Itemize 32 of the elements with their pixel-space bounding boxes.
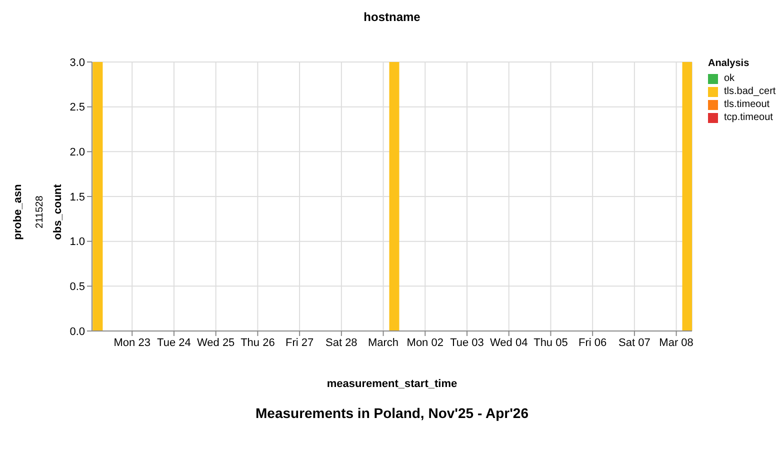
x-tick-label: Fri 06: [578, 336, 607, 349]
x-tick-label: Mon 23: [114, 336, 150, 349]
x-tick-label: Fri 27: [285, 336, 314, 349]
y-tick-label: 3.0: [70, 56, 85, 69]
x-tick-label: Wed 25: [196, 336, 235, 349]
y-axis-title: obs_count: [52, 184, 64, 240]
legend-title: Analysis: [708, 58, 750, 69]
x-tick-label: Thu 05: [534, 336, 568, 349]
y-tick-label: 2.0: [70, 146, 85, 159]
x-tick-label: Thu 26: [240, 336, 275, 349]
x-tick-label: Sat 28: [326, 336, 358, 349]
x-tick-label: Sat 07: [618, 336, 650, 349]
y-tick-label: 1.0: [70, 236, 85, 248]
text: probe_asn: [12, 184, 24, 240]
x-tick-label: Tue 24: [157, 336, 191, 349]
y-tick-label: 2.5: [70, 102, 85, 114]
x-tick-label: Mar 08: [659, 336, 694, 349]
y-tick-label: 1.5: [70, 191, 85, 204]
text: 211528: [34, 195, 46, 228]
y-tick-label: 0.5: [70, 281, 85, 294]
text: hostname: [362, 10, 422, 24]
legend-label: tcp.timeout: [724, 112, 773, 123]
x-tick-label: Wed 04: [490, 336, 528, 349]
x-axis-title: measurement_start_time: [326, 378, 458, 390]
x-tick-label: Mon 02: [406, 336, 444, 349]
y-tick-label: 0.0: [70, 326, 85, 338]
x-tick-label: March: [368, 336, 399, 349]
text: Measurements in Poland, Nov'25 - Apr'26: [254, 405, 530, 421]
legend-label: ok: [724, 73, 735, 84]
legend-label: tls.timeout: [724, 99, 770, 110]
x-tick-label: Tue 03: [450, 336, 484, 349]
legend-label: tls.bad_cert: [724, 86, 776, 97]
